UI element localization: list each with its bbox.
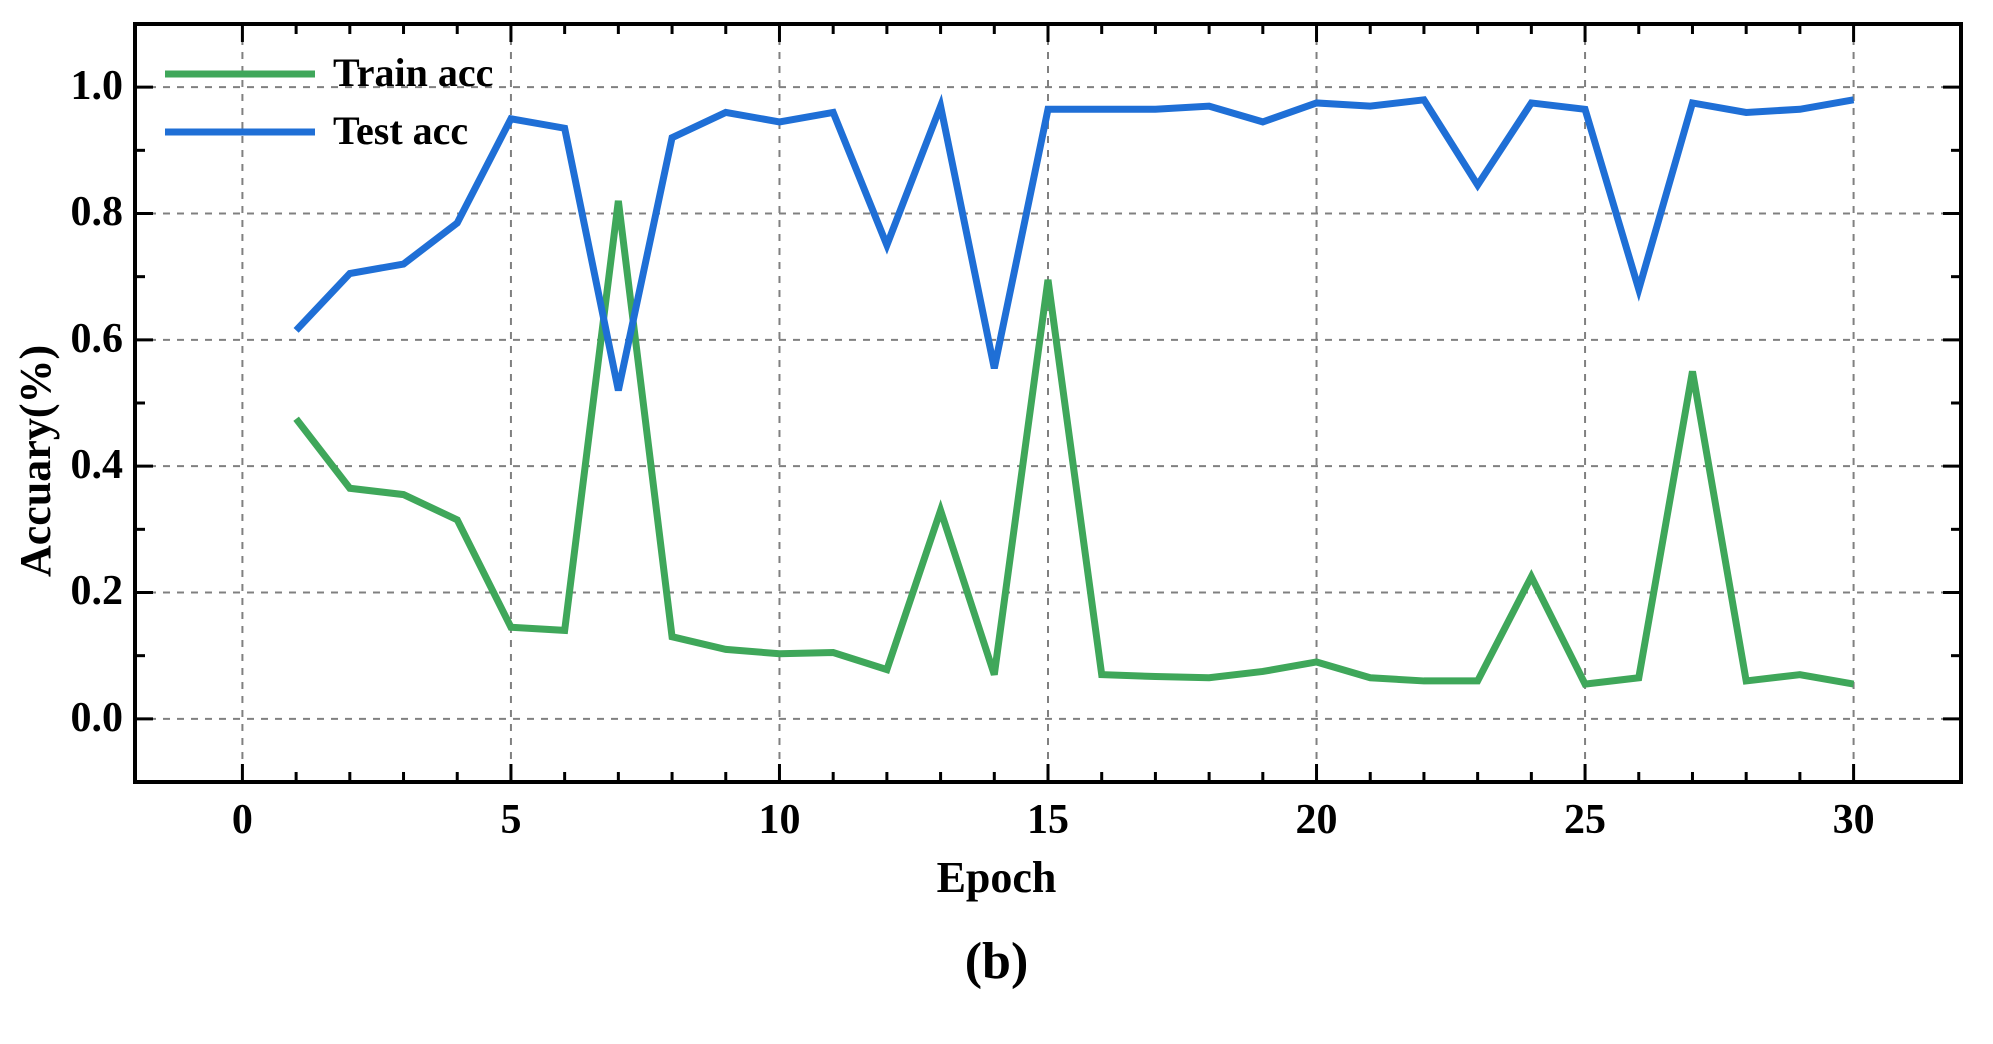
legend-item-label: Test acc <box>333 107 468 154</box>
x-tick-label: 15 <box>1008 796 1088 844</box>
y-tick-label: 0.0 <box>71 694 124 742</box>
x-tick-label: 20 <box>1277 796 1357 844</box>
x-tick-label: 30 <box>1814 796 1894 844</box>
x-tick-label: 0 <box>202 796 282 844</box>
subplot-label: (b) <box>0 932 1993 991</box>
y-tick-label: 0.8 <box>71 188 124 236</box>
legend-item-label: Train acc <box>333 49 493 96</box>
x-tick-label: 5 <box>471 796 551 844</box>
x-tick-label: 25 <box>1545 796 1625 844</box>
y-tick-label: 0.6 <box>71 315 124 363</box>
figure: Accuary(%) Epoch (b) 0 5 10 15 20 25 30 0.0 0.2 0… <box>0 0 1993 1044</box>
y-axis-label: Accuary(%) <box>10 345 61 577</box>
y-tick-label: 0.2 <box>71 567 124 615</box>
x-tick-label: 10 <box>739 796 819 844</box>
y-tick-label: 1.0 <box>71 62 124 110</box>
y-tick-label: 0.4 <box>71 441 124 489</box>
x-axis-label: Epoch <box>0 852 1993 903</box>
